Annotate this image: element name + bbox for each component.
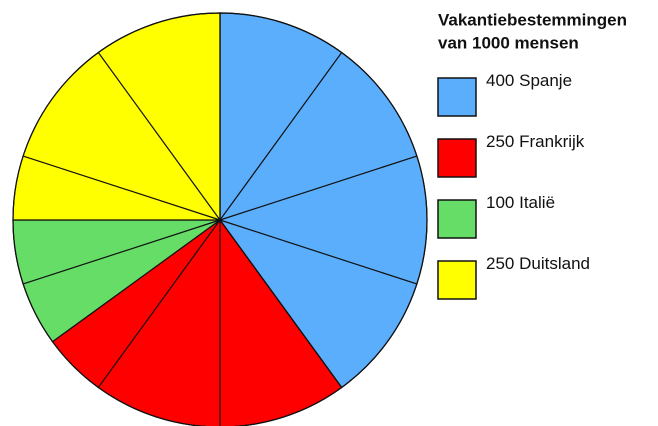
pie-outline	[12, 12, 428, 426]
pie-slice	[12, 12, 221, 221]
legend-label: 100 Italië	[486, 193, 555, 212]
legend-value: 250	[486, 254, 514, 273]
legend-name: Spanje	[519, 71, 572, 90]
legend-swatch	[437, 138, 477, 178]
legend-swatch	[437, 260, 477, 300]
slice-divider	[219, 219, 343, 388]
legend-label: 400 Spanje	[486, 71, 572, 90]
legend-swatch	[437, 77, 477, 117]
legend-value: 400	[486, 71, 514, 90]
legend-name: Duitsland	[519, 254, 590, 273]
legend-value: 100	[486, 193, 514, 212]
legend-label: 250 Frankrijk	[486, 132, 585, 151]
legend-name: Italië	[519, 193, 555, 212]
slice-divider	[219, 155, 418, 221]
slice-divider	[97, 219, 221, 388]
legend-name: Frankrijk	[519, 132, 585, 151]
slice-divider	[22, 155, 221, 221]
legend-swatch	[437, 199, 477, 239]
slice-divider	[97, 52, 221, 221]
chart-title: van 1000 mensen	[438, 33, 579, 52]
slice-divider	[219, 52, 343, 221]
slice-divider	[219, 219, 418, 285]
legend-value: 250	[486, 132, 514, 151]
slice-divider	[22, 219, 221, 285]
chart-title: Vakantiebestemmingen	[438, 10, 627, 29]
legend-label: 250 Duitsland	[486, 254, 590, 273]
